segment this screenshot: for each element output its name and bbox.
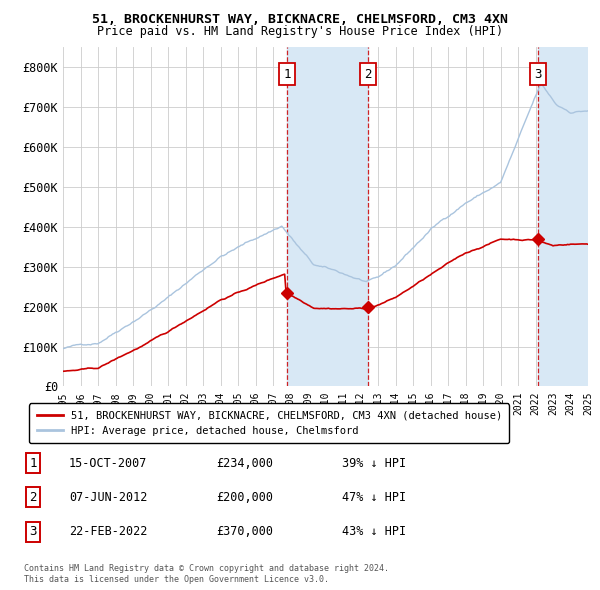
Text: 3: 3	[534, 68, 542, 81]
Text: 07-JUN-2012: 07-JUN-2012	[69, 491, 148, 504]
Text: 2: 2	[29, 491, 37, 504]
Text: 15-OCT-2007: 15-OCT-2007	[69, 457, 148, 470]
Legend: 51, BROCKENHURST WAY, BICKNACRE, CHELMSFORD, CM3 4XN (detached house), HPI: Aver: 51, BROCKENHURST WAY, BICKNACRE, CHELMSF…	[29, 404, 509, 443]
Text: Price paid vs. HM Land Registry's House Price Index (HPI): Price paid vs. HM Land Registry's House …	[97, 25, 503, 38]
Text: 22-FEB-2022: 22-FEB-2022	[69, 525, 148, 538]
Text: £200,000: £200,000	[216, 491, 273, 504]
Bar	[287, 47, 368, 386]
Text: £370,000: £370,000	[216, 525, 273, 538]
Text: 1: 1	[283, 68, 290, 81]
Bar	[538, 47, 588, 386]
Text: Contains HM Land Registry data © Crown copyright and database right 2024.: Contains HM Land Registry data © Crown c…	[24, 565, 389, 573]
Text: 1: 1	[29, 457, 37, 470]
Text: 39% ↓ HPI: 39% ↓ HPI	[342, 457, 406, 470]
Text: 47% ↓ HPI: 47% ↓ HPI	[342, 491, 406, 504]
Text: 2: 2	[364, 68, 372, 81]
Text: £234,000: £234,000	[216, 457, 273, 470]
Text: This data is licensed under the Open Government Licence v3.0.: This data is licensed under the Open Gov…	[24, 575, 329, 584]
Text: 3: 3	[29, 525, 37, 538]
Text: 43% ↓ HPI: 43% ↓ HPI	[342, 525, 406, 538]
Text: 51, BROCKENHURST WAY, BICKNACRE, CHELMSFORD, CM3 4XN: 51, BROCKENHURST WAY, BICKNACRE, CHELMSF…	[92, 13, 508, 26]
